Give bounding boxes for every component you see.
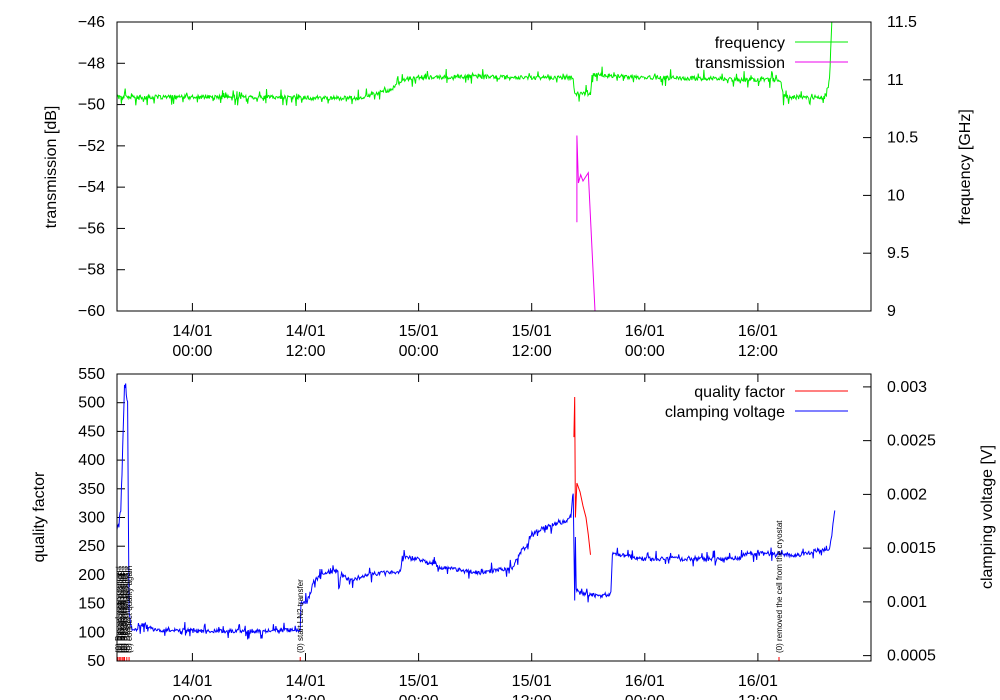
top-left-tick-label: −48 <box>78 55 105 72</box>
bottom-ticks: 550 500 450 400 350 300 250 200 150 100 50 0.003 0.0… <box>78 366 936 700</box>
bottom-x-tick-label-time: 12:00 <box>285 693 325 700</box>
top-right-tick-label: 11.5 <box>887 14 917 31</box>
top-x-tick-label-time: 00:00 <box>625 343 665 360</box>
bottom-left-tick-label: 200 <box>78 567 105 584</box>
top-x-tick-label: 15/01 <box>512 323 552 340</box>
top-plot-frame <box>116 21 872 312</box>
bottom-legend: quality factor clamping voltage <box>665 384 848 421</box>
top-x-tick-label: 16/01 <box>738 323 778 340</box>
top-right-tick-label: 11 <box>887 72 904 89</box>
bottom-right-tick-label: 0.0015 <box>887 540 936 557</box>
top-x-tick-label: 16/01 <box>625 323 665 340</box>
top-x-tick-label: 14/01 <box>172 323 212 340</box>
top-ticks: −46 −48 −50 −52 −54 −56 −58 −60 11.5 11 10.5 10 9.5 9… <box>78 14 918 360</box>
top-left-tick-label: −50 <box>78 97 105 114</box>
top-x-tick-label-time: 12:00 <box>512 343 552 360</box>
top-x-tick-label: 15/01 <box>399 323 439 340</box>
bottom-right-axis-title: clamping voltage [V] <box>979 445 996 589</box>
annotation-label: (0) removed the cell from the cryostat <box>775 520 784 653</box>
bottom-left-tick-label: 550 <box>78 366 105 383</box>
annotation-label: (0) Resonance position <box>115 571 124 653</box>
bottom-x-tick-label-time: 00:00 <box>172 693 212 700</box>
bottom-right-tick-label: 0.003 <box>887 379 927 396</box>
bottom-x-tick-label: 14/01 <box>285 673 325 690</box>
bottom-right-tick-label: 0.001 <box>887 594 927 611</box>
top-x-tick-label-time: 00:00 <box>172 343 212 360</box>
series-line-frequency <box>117 22 833 107</box>
top-x-tick-label-time: 00:00 <box>399 343 439 360</box>
annotation-label: (0) connect quality again <box>125 566 134 653</box>
annotation-label: (0) Resonance position <box>118 571 127 653</box>
top-legend: frequency transmission <box>695 35 848 72</box>
bottom-x-tick-label-time: 00:00 <box>625 693 665 700</box>
top-right-tick-label: 9 <box>887 303 896 320</box>
bottom-left-tick-label: 150 <box>78 596 105 613</box>
top-series-layer <box>117 22 833 311</box>
top-left-tick-label: −58 <box>78 262 105 279</box>
bottom-right-tick-label: 0.0005 <box>887 648 936 665</box>
top-x-tick-label-time: 12:00 <box>285 343 325 360</box>
bottom-left-tick-label: 250 <box>78 538 105 555</box>
transmission-frequency-panel: −46 −48 −50 −52 −54 −56 −58 −60 11.5 11 10.5 10 9.5 9… <box>43 14 974 360</box>
bottom-left-axis-title: quality factor <box>31 471 48 562</box>
bottom-right-tick-label: 0.002 <box>887 486 927 503</box>
bottom-left-tick-label: 400 <box>78 452 105 469</box>
top-x-tick-label: 14/01 <box>285 323 325 340</box>
annotation-label: (0) start LN2 transfer <box>296 579 305 653</box>
top-left-tick-label: −46 <box>78 14 105 31</box>
top-right-axis-title: frequency [GHz] <box>957 109 974 225</box>
bottom-plot-frame <box>116 373 872 662</box>
annotation-label: (0) Bessel measurement <box>123 565 132 653</box>
top-right-tick-label: 10 <box>887 187 905 204</box>
legend-frequency-label: frequency <box>715 35 785 52</box>
top-right-tick-label: 10.5 <box>887 130 918 147</box>
series-line-clamping-voltage <box>117 383 836 640</box>
legend-quality-factor-label: quality factor <box>694 384 785 401</box>
annotation-label: (0) Bessel measurement <box>114 565 123 653</box>
bottom-left-tick-label: 300 <box>78 510 105 527</box>
bottom-left-tick-label: 50 <box>87 653 105 670</box>
top-left-tick-label: −60 <box>78 303 105 320</box>
annotation-label: (0) Bessel measurement <box>120 565 129 653</box>
series-line-transmission <box>576 135 596 311</box>
top-left-tick-label: −54 <box>78 179 105 196</box>
bottom-x-tick-label: 15/01 <box>512 673 552 690</box>
bottom-left-tick-label: 100 <box>78 624 105 641</box>
bottom-x-tick-label: 15/01 <box>399 673 439 690</box>
bottom-x-tick-label-time: 00:00 <box>399 693 439 700</box>
top-left-tick-label: −56 <box>78 220 105 237</box>
bottom-left-tick-label: 500 <box>78 395 105 412</box>
legend-clamping-voltage-label: clamping voltage <box>665 404 785 421</box>
bottom-x-tick-label-time: 12:00 <box>738 693 778 700</box>
bottom-right-tick-label: 0.0025 <box>887 433 936 450</box>
top-right-tick-label: 9.5 <box>887 245 909 262</box>
legend-transmission-label: transmission <box>695 55 785 72</box>
bottom-left-tick-label: 350 <box>78 481 105 498</box>
bottom-x-tick-label: 16/01 <box>738 673 778 690</box>
bottom-x-tick-label-time: 12:00 <box>512 693 552 700</box>
bottom-series-layer <box>117 383 836 640</box>
series-line-quality-factor <box>573 396 591 555</box>
top-left-axis-title: transmission [dB] <box>43 106 60 229</box>
bottom-x-tick-label: 14/01 <box>172 673 212 690</box>
top-left-tick-label: −52 <box>78 138 105 155</box>
annotation-label: (0) Bessel measurement <box>117 565 126 653</box>
top-x-tick-label-time: 12:00 <box>738 343 778 360</box>
bottom-x-tick-label: 16/01 <box>625 673 665 690</box>
bottom-annotations: (0) Bessel measurement(0) Resonance posi… <box>114 520 784 661</box>
quality-clamping-panel: 550 500 450 400 350 300 250 200 150 100 50 0.003 0.0… <box>31 366 996 700</box>
bottom-left-tick-label: 450 <box>78 423 105 440</box>
annotation-label: (0) Resonance position <box>121 571 130 653</box>
